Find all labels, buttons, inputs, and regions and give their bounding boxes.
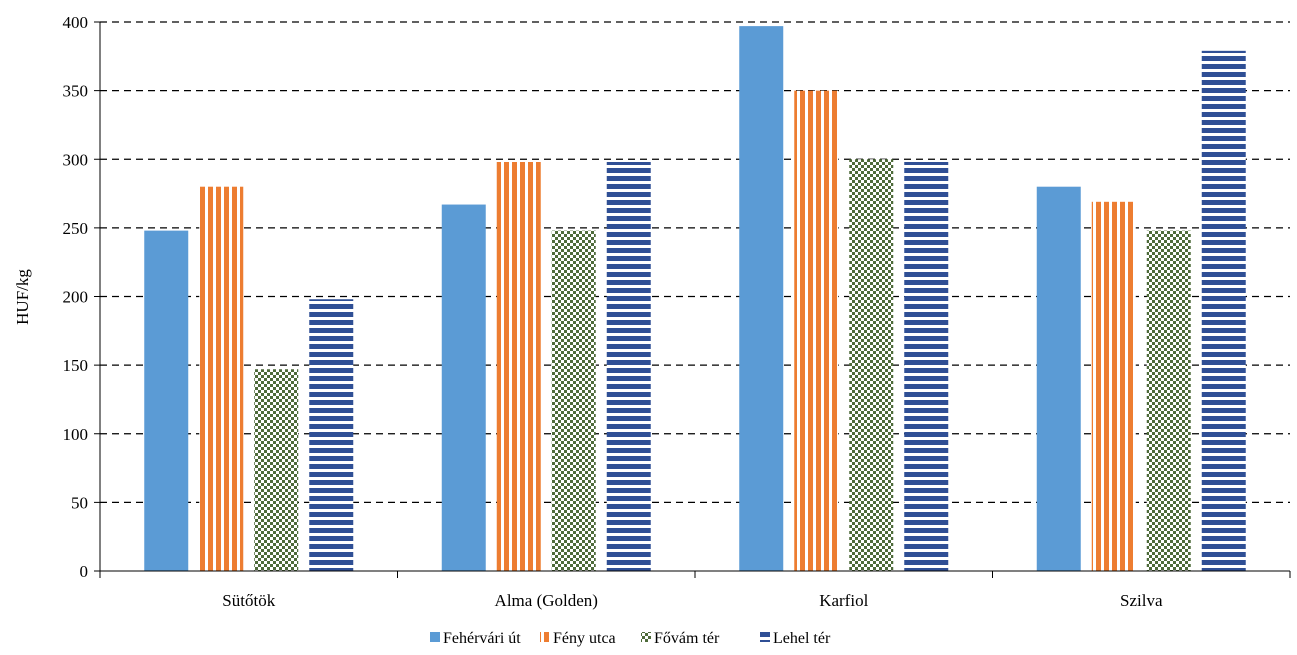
legend-label-1: Fehérvári út xyxy=(443,630,521,647)
y-tick-label-400: 400 xyxy=(63,13,89,32)
bar-1-2 xyxy=(441,204,486,572)
legend-label-3: Fővám tér xyxy=(654,630,720,647)
bar-4-2 xyxy=(606,161,651,571)
y-tick-label-200: 200 xyxy=(63,288,89,307)
x-tick-label: Szilva xyxy=(1120,591,1163,610)
bar-1-4 xyxy=(1036,186,1081,571)
bar-2-4 xyxy=(1091,201,1136,572)
y-tick-label-50: 50 xyxy=(71,493,88,512)
bars xyxy=(144,26,1246,572)
bar-3-4 xyxy=(1146,230,1191,571)
bar-4-4 xyxy=(1201,50,1246,571)
legend: Fehérvári út Fény utca Fővám tér Lehel tér xyxy=(430,630,831,647)
bar-3-3 xyxy=(849,159,894,571)
y-tick-label-150: 150 xyxy=(63,356,89,375)
bar-2-2 xyxy=(496,161,541,571)
x-tick-label: Karfiol xyxy=(819,591,868,610)
axes xyxy=(94,21,1291,578)
gridlines xyxy=(100,21,1290,503)
bar-3-1 xyxy=(254,369,299,571)
y-tick-label-300: 300 xyxy=(63,150,89,169)
legend-swatch-1 xyxy=(430,632,440,642)
bar-2-3 xyxy=(794,90,839,571)
legend-swatch-2 xyxy=(540,632,550,642)
y-tick-label-350: 350 xyxy=(63,82,89,101)
y-axis-title: HUF/kg xyxy=(13,269,32,325)
legend-swatch-3 xyxy=(641,632,651,642)
legend-label-4: Lehel tér xyxy=(773,630,831,647)
legend-swatch-4 xyxy=(760,632,770,642)
bar-1-1 xyxy=(144,230,189,571)
x-tick-label: Sütőtök xyxy=(222,591,275,610)
axis-labels: 0 50 100 150 200 250 300 350 400 Sütőtök Alma (Gol… xyxy=(63,13,1163,610)
bar-2-1 xyxy=(199,186,244,571)
y-tick-label-0: 0 xyxy=(80,562,89,581)
bar-1-3 xyxy=(739,26,784,572)
y-tick-label-100: 100 xyxy=(63,425,89,444)
bar-4-1 xyxy=(309,299,354,571)
bar-4-3 xyxy=(904,161,949,571)
bar-3-2 xyxy=(551,230,596,571)
x-tick-label: Alma (Golden) xyxy=(495,591,598,610)
y-tick-label-250: 250 xyxy=(63,219,89,238)
legend-label-2: Fény utca xyxy=(553,630,616,647)
